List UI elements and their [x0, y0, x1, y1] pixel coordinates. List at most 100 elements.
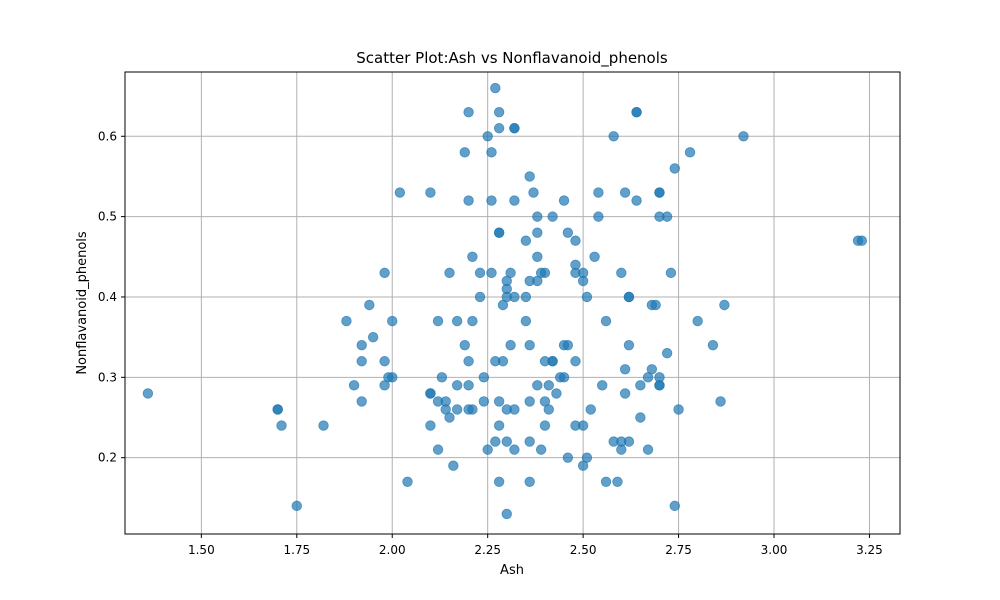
data-point — [387, 372, 398, 383]
data-point — [451, 380, 463, 391]
data-point — [436, 372, 448, 383]
data-point — [509, 404, 520, 415]
data-point — [387, 315, 398, 327]
data-point — [673, 404, 684, 415]
data-point — [570, 235, 581, 246]
data-point — [493, 227, 505, 238]
data-point — [589, 251, 600, 262]
data-point — [543, 380, 554, 391]
data-point — [738, 131, 749, 142]
data-point — [577, 420, 589, 431]
x-tick-label: 2.00 — [379, 543, 406, 557]
data-point — [593, 187, 604, 198]
data-point — [379, 356, 390, 367]
data-point — [577, 275, 589, 287]
y-tick-label: 0.6 — [98, 129, 117, 143]
data-point — [497, 299, 509, 311]
grid — [125, 72, 900, 534]
data-point — [535, 444, 547, 455]
data-point — [478, 396, 490, 407]
data-point — [562, 339, 574, 351]
data-point — [524, 339, 535, 351]
data-point — [608, 131, 619, 142]
data-point — [490, 436, 501, 447]
data-point — [467, 251, 478, 262]
data-point — [577, 460, 589, 471]
data-point — [665, 267, 677, 279]
y-tick-label: 0.3 — [98, 370, 117, 384]
data-point — [348, 380, 360, 391]
data-point — [692, 315, 703, 327]
data-point — [619, 187, 631, 198]
data-point — [631, 106, 642, 118]
data-point — [528, 187, 539, 198]
data-point — [451, 315, 463, 327]
data-point — [631, 195, 642, 206]
data-point — [493, 396, 505, 407]
x-tick-label: 2.25 — [474, 543, 501, 557]
data-point — [581, 291, 593, 303]
data-point — [585, 404, 596, 415]
data-point — [142, 388, 154, 399]
data-point — [493, 420, 505, 431]
data-point — [493, 476, 505, 487]
data-point — [619, 364, 631, 375]
data-point — [539, 420, 551, 431]
data-point — [650, 299, 661, 311]
data-point — [635, 412, 646, 423]
data-point — [616, 267, 627, 279]
data-point — [467, 404, 478, 415]
data-point — [432, 315, 444, 327]
data-point — [463, 106, 474, 118]
data-point — [478, 372, 490, 383]
x-tick-label: 3.25 — [856, 543, 883, 557]
data-point — [463, 380, 474, 391]
data-point — [539, 267, 551, 279]
x-tick-label: 2.75 — [665, 543, 692, 557]
data-point — [394, 187, 406, 198]
data-point — [616, 444, 627, 455]
data-point — [661, 348, 673, 359]
data-point — [597, 380, 608, 391]
data-point — [482, 444, 493, 455]
data-point — [509, 291, 520, 303]
data-point — [619, 388, 631, 399]
data-point — [623, 339, 635, 351]
data-point — [532, 211, 543, 222]
data-point — [661, 211, 673, 222]
data-point — [474, 291, 486, 303]
data-point — [642, 372, 654, 383]
data-point — [520, 235, 532, 246]
data-point — [669, 500, 680, 512]
data-point — [367, 331, 379, 343]
data-point — [558, 195, 570, 206]
data-point — [272, 404, 283, 415]
data-point — [474, 267, 486, 279]
x-tick-label: 3.00 — [761, 543, 788, 557]
data-point — [444, 267, 455, 279]
data-point — [707, 339, 719, 351]
data-point — [341, 315, 352, 327]
data-point — [520, 291, 532, 303]
data-point — [654, 380, 665, 391]
data-point — [425, 187, 436, 198]
data-point — [501, 508, 512, 520]
data-point — [497, 356, 509, 367]
data-point — [547, 356, 558, 367]
data-point — [432, 444, 444, 455]
data-point — [379, 267, 390, 279]
data-point — [562, 227, 574, 238]
data-point — [501, 436, 512, 447]
data-point — [669, 163, 680, 174]
data-point — [448, 460, 459, 471]
x-axis-label: Ash — [500, 563, 524, 578]
data-point — [562, 452, 574, 463]
data-point — [486, 147, 497, 158]
chart-title: Scatter Plot:Ash vs Nonflavanoid_phenols — [356, 49, 668, 68]
data-point — [547, 211, 558, 222]
data-point — [459, 339, 470, 351]
data-point — [505, 339, 516, 351]
data-point — [635, 380, 646, 391]
data-point — [623, 436, 635, 447]
